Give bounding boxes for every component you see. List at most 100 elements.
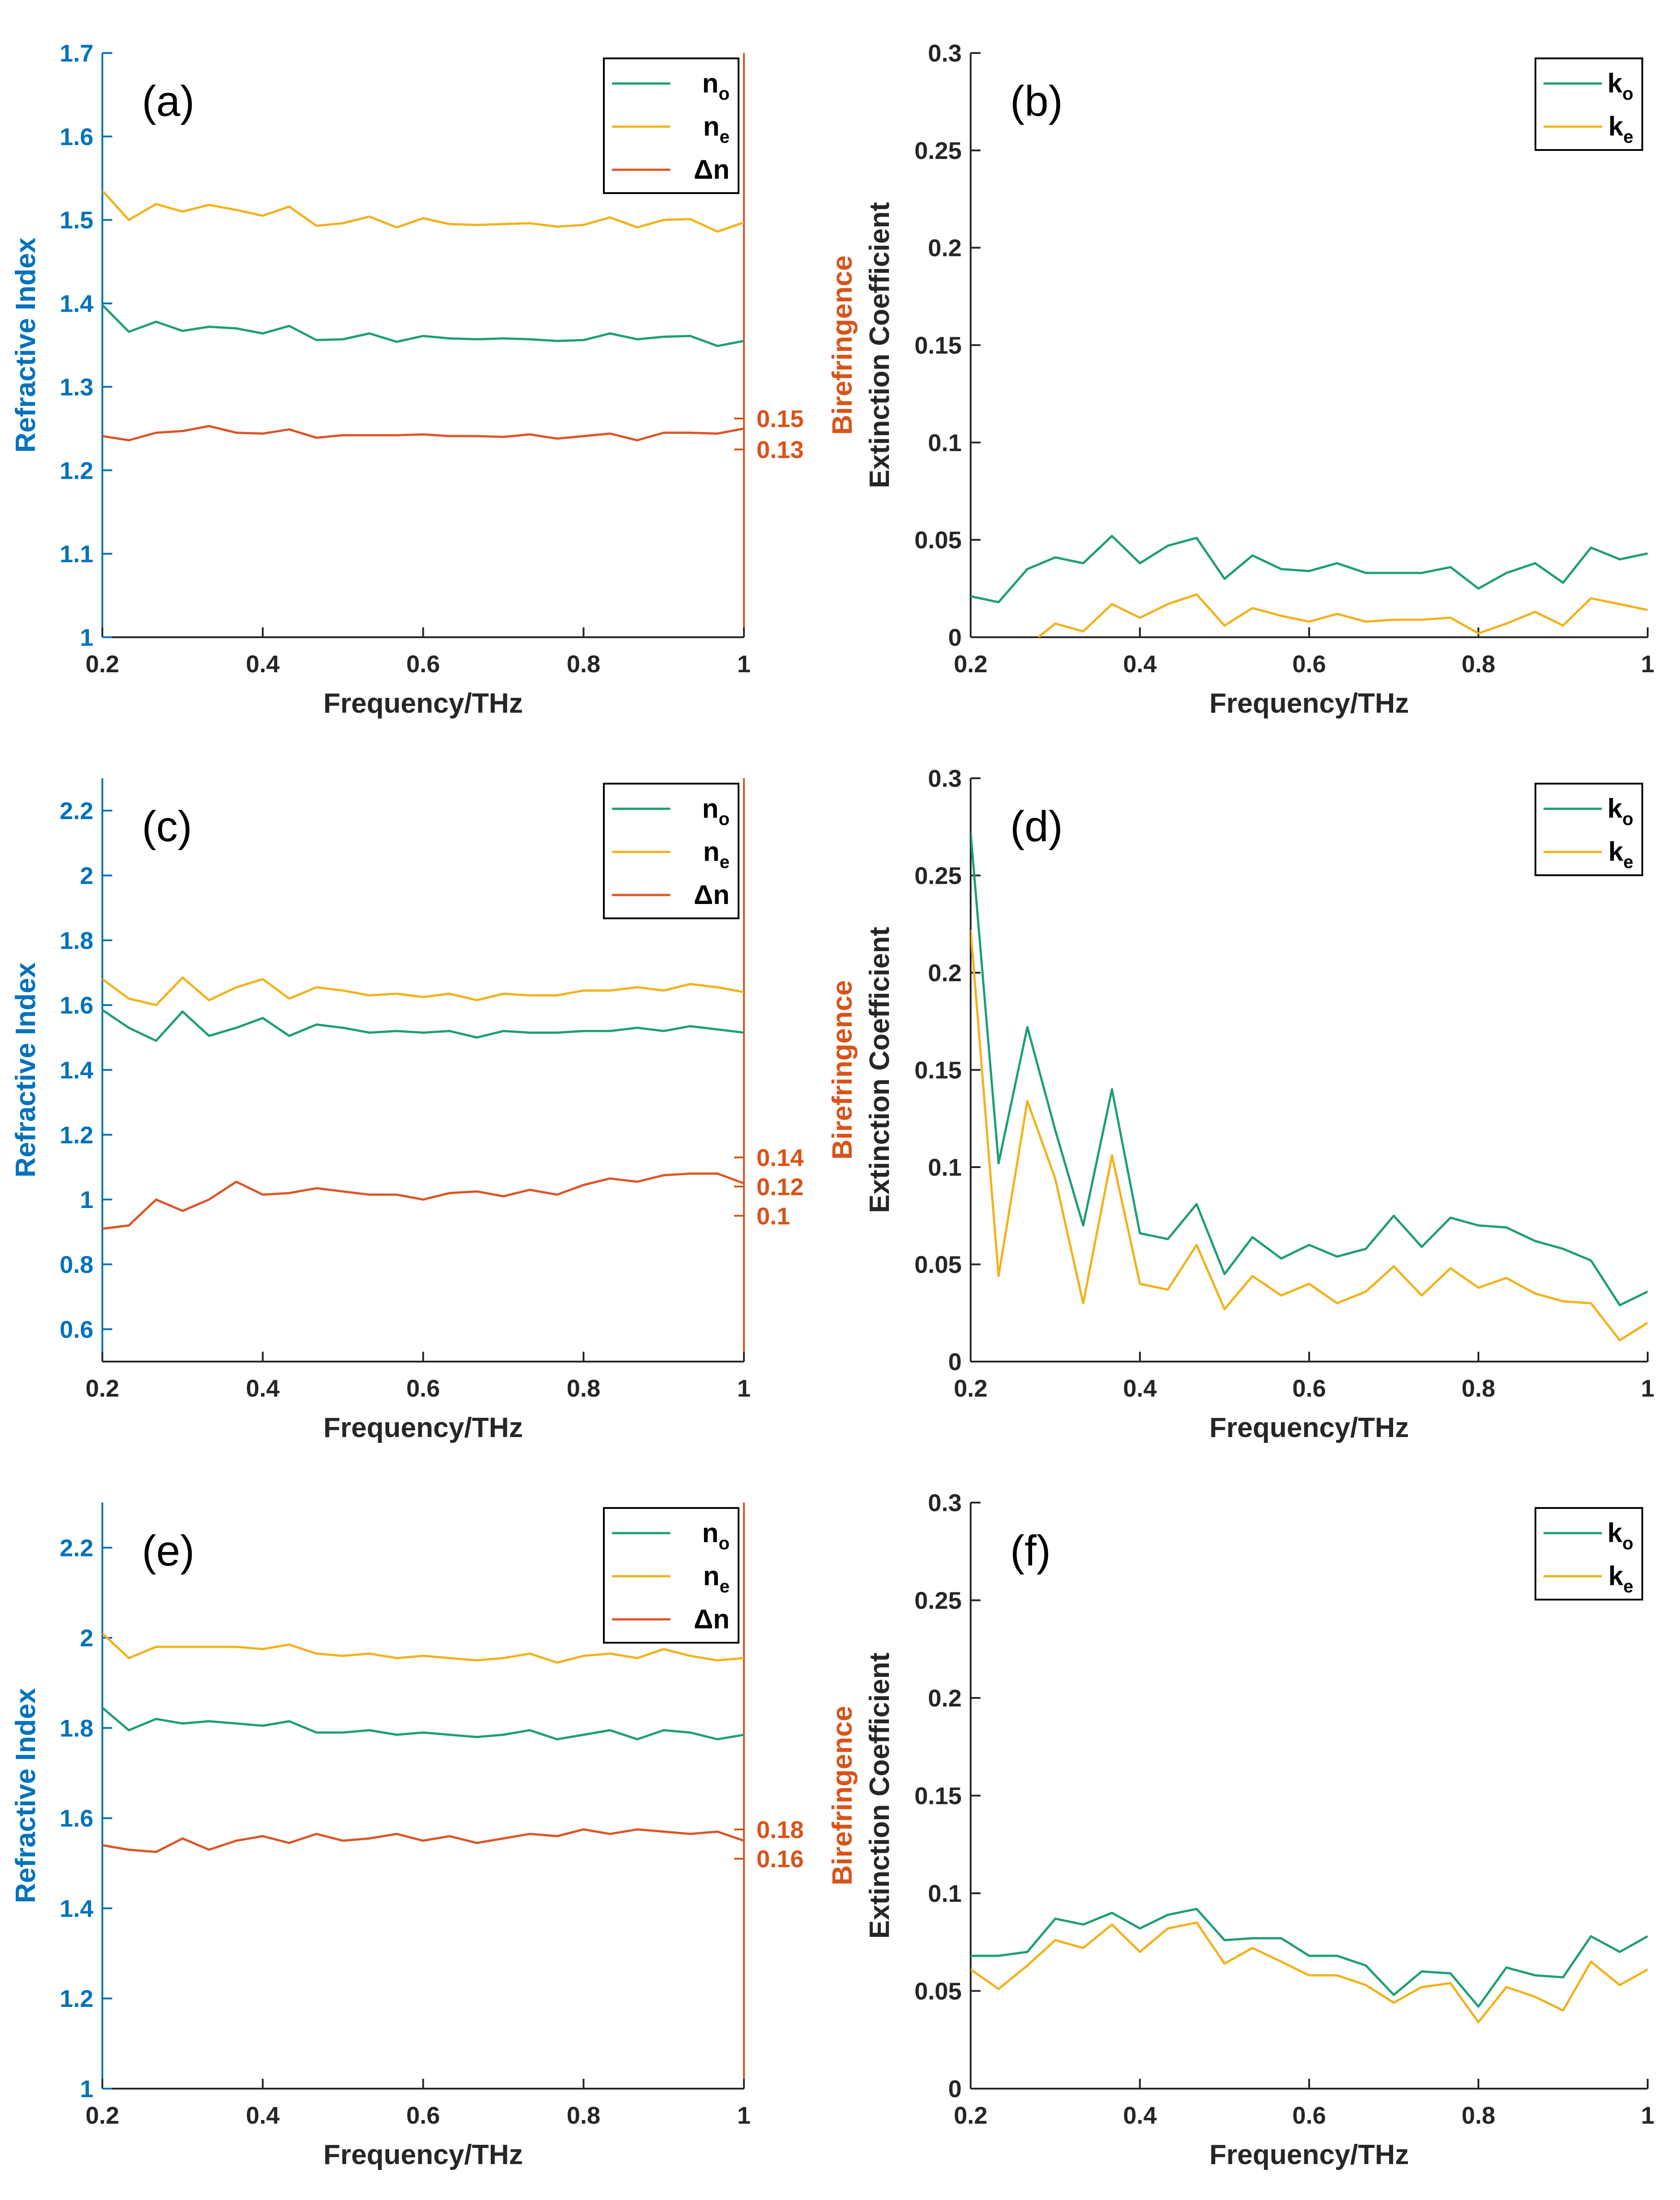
legend-label-no: no (702, 1518, 730, 1553)
y-tick-label: 0.2 (928, 1685, 962, 1712)
y-tick-label: 0 (948, 624, 962, 651)
y-tick-label: 0.05 (915, 527, 962, 554)
x-tick-label: 0.6 (1292, 651, 1326, 678)
series-line-no (102, 1706, 744, 1741)
panel-label: (a) (142, 77, 194, 125)
series-line-no (102, 1009, 744, 1042)
x-tick-label: 1 (1641, 651, 1654, 678)
y-tick-label: 1.4 (60, 291, 93, 317)
right-tick-label: 0.18 (756, 1816, 804, 1843)
right-y-axis-label: Birefringence (827, 1706, 858, 1886)
legend-label-main: k (1608, 111, 1623, 141)
x-tick-label: 0.8 (567, 1375, 600, 1402)
y-tick-label: 1.4 (60, 1895, 93, 1922)
x-tick-label: 0.6 (1292, 1375, 1326, 1402)
right-tick-label: 0.13 (756, 436, 804, 463)
legend-label-dn: Δn (694, 154, 730, 185)
panel-label: (e) (142, 1527, 194, 1575)
y-axis-label: Refractive Index (10, 962, 41, 1177)
right-tick-label: 0.16 (756, 1846, 804, 1873)
series-line-no (102, 304, 744, 347)
x-tick-label: 0.4 (1123, 1375, 1157, 1402)
legend-label-subscript: e (1623, 852, 1633, 872)
legend-label-main: k (1608, 837, 1623, 867)
legend-label-subscript: o (719, 84, 730, 104)
panel-label: (b) (1010, 77, 1063, 125)
legend: no ne Δn (603, 1507, 739, 1644)
y-tick-label: 1.7 (60, 40, 93, 67)
y-tick-label: 1.2 (60, 457, 93, 484)
legend-label-main: n (703, 1561, 720, 1591)
legend-label-subscript: e (720, 852, 730, 872)
legend-label-dn: Δn (694, 880, 730, 910)
y-tick-label: 2 (80, 1625, 93, 1652)
legend-label-subscript: e (1623, 1577, 1633, 1596)
x-tick-label: 0.8 (567, 2102, 600, 2129)
y-tick-label: 1.6 (60, 1805, 93, 1832)
legend-label-ke: ke (1608, 1561, 1633, 1596)
x-tick-label: 0.4 (246, 651, 280, 678)
x-axis-label: Frequency/THz (1209, 2139, 1409, 2170)
x-tick-label: 0.8 (1461, 2102, 1495, 2129)
x-tick-label: 1 (737, 2102, 751, 2129)
right-y-axis-label: Birefringence (827, 980, 858, 1160)
y-axis-label: Extinction Coefficient (864, 927, 895, 1213)
series-line-ke (971, 930, 1648, 1341)
y-tick-label: 1.1 (60, 541, 93, 568)
panel-label: (c) (142, 802, 192, 851)
y-tick-label: 1.4 (60, 1057, 93, 1084)
x-axis-label: Frequency/THz (1209, 688, 1409, 719)
legend-label-main: k (1607, 794, 1623, 824)
legend-label-main: Δn (694, 154, 730, 185)
legend-label-main: n (702, 68, 719, 98)
x-tick-label: 1 (1641, 1375, 1654, 1402)
y-tick-label: 0.05 (915, 1252, 962, 1279)
legend-box (1535, 57, 1643, 151)
x-tick-label: 0.6 (406, 2102, 440, 2129)
y-tick-label: 0.05 (915, 1978, 962, 2005)
y-tick-label: 1 (80, 2076, 93, 2103)
legend-box (1535, 1507, 1643, 1600)
y-tick-label: 1 (80, 1186, 93, 1213)
y-tick-label: 0.6 (60, 1316, 93, 1343)
legend-label-ne: ne (703, 1561, 730, 1596)
legend-label-no: no (702, 68, 730, 104)
legend-label-ko: ko (1607, 794, 1633, 829)
y-tick-label: 0.2 (928, 960, 962, 987)
panel-label: (d) (1010, 802, 1063, 851)
y-tick-label: 0.1 (928, 1880, 962, 1907)
y-tick-label: 2.2 (60, 1534, 93, 1561)
x-tick-label: 0.6 (406, 1375, 440, 1402)
legend-label-subscript: o (1623, 1534, 1633, 1553)
y-tick-label: 1 (80, 624, 93, 651)
y-axis-label: Refractive Index (10, 1688, 41, 1903)
x-tick-label: 0.4 (246, 1375, 280, 1402)
legend-label-dn: Δn (694, 1604, 730, 1634)
x-tick-label: 0.2 (954, 2102, 987, 2129)
x-tick-label: 0.2 (85, 2102, 119, 2129)
x-tick-label: 0.4 (246, 2102, 280, 2129)
y-tick-label: 0 (948, 2076, 962, 2103)
y-tick-label: 1.5 (60, 207, 93, 234)
legend-label-subscript: e (720, 127, 730, 147)
x-tick-label: 1 (737, 1375, 751, 1402)
right-tick-label: 0.12 (756, 1173, 804, 1200)
x-tick-label: 0.2 (954, 651, 987, 678)
panel-f: 0.2 0.4 0.6 0.8 1 0 0.05 0.1 0.15 0.2 0.25 0.3 Frequ… (864, 1490, 1654, 2170)
y-tick-label: 0.25 (915, 1587, 962, 1614)
legend-label-main: n (702, 794, 719, 824)
legend-label-subscript: o (719, 809, 730, 829)
y-tick-label: 0.1 (928, 429, 962, 456)
y-tick-label: 1.6 (60, 992, 93, 1019)
y-tick-label: 1.2 (60, 1122, 93, 1149)
y-tick-label: 0.15 (915, 1057, 962, 1084)
right-y-axis-label: Birefringence (827, 256, 858, 435)
legend-label-subscript: e (720, 1577, 730, 1596)
x-tick-label: 0.8 (1461, 1375, 1495, 1402)
panel-label: (f) (1010, 1527, 1051, 1575)
y-tick-label: 0.2 (928, 235, 962, 262)
legend-label-main: n (703, 837, 720, 867)
